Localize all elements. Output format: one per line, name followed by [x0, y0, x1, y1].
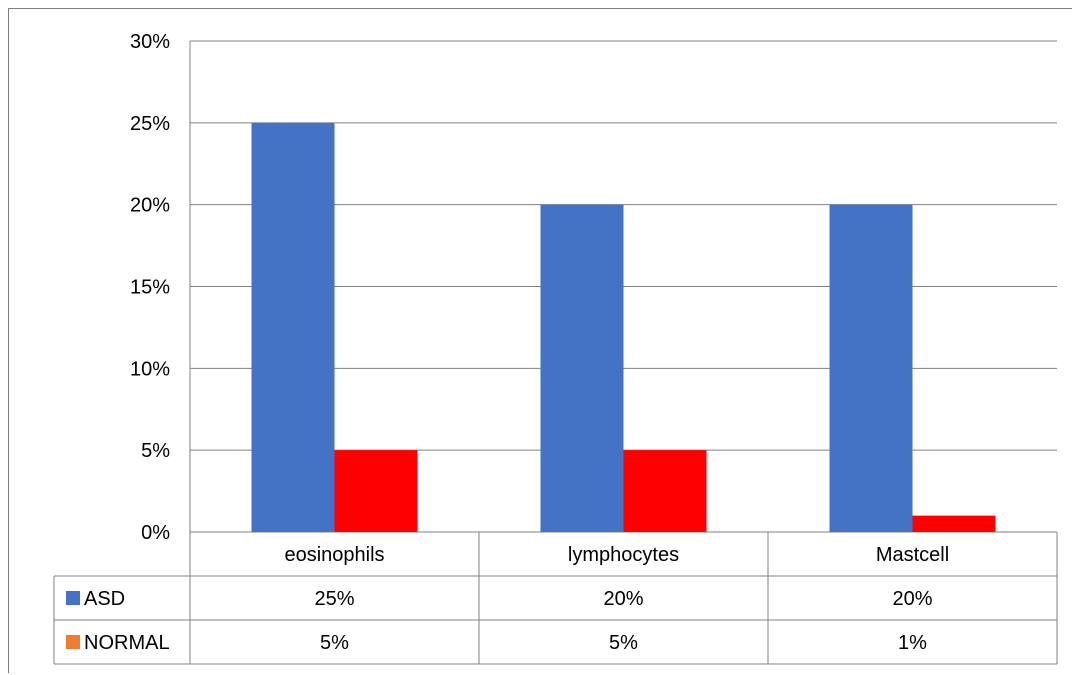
y-tick-label: 20%: [130, 195, 170, 217]
x-tick-label: eosinophils: [284, 544, 384, 566]
data-label: 20%: [603, 588, 643, 610]
bar-asd: [829, 204, 913, 532]
x-tick-label: Mastcell: [876, 544, 949, 566]
y-tick-label: 30%: [130, 31, 170, 53]
bar-normal: [912, 515, 996, 532]
legend-label: ASD: [84, 588, 125, 610]
data-label: 1%: [898, 632, 927, 654]
bar-normal: [334, 450, 418, 532]
data-label: 5%: [320, 632, 349, 654]
data-table: eosinophils lymphocytes Mastcell ASD 25% 20% 2…: [53, 532, 1058, 665]
y-axis-ticks: 0% 5% 10% 15% 20% 25% 30%: [130, 31, 170, 544]
bar-asd: [251, 122, 335, 532]
chart-frame: [8, 8, 1072, 673]
legend-label: NORMAL: [84, 632, 170, 654]
y-tick-label: 10%: [130, 358, 170, 380]
bar-asd: [540, 204, 624, 532]
bar-normal: [623, 450, 707, 532]
bars: [251, 122, 996, 532]
data-label: 25%: [314, 588, 354, 610]
y-tick-label: 5%: [141, 440, 170, 462]
legend-key-normal: [66, 635, 80, 649]
data-label: 20%: [892, 588, 932, 610]
y-tick-label: 0%: [141, 522, 170, 544]
data-label: 5%: [609, 632, 638, 654]
y-tick-label: 25%: [130, 113, 170, 135]
legend-key-asd: [66, 591, 80, 605]
x-tick-label: lymphocytes: [568, 544, 679, 566]
y-tick-label: 15%: [130, 277, 170, 299]
